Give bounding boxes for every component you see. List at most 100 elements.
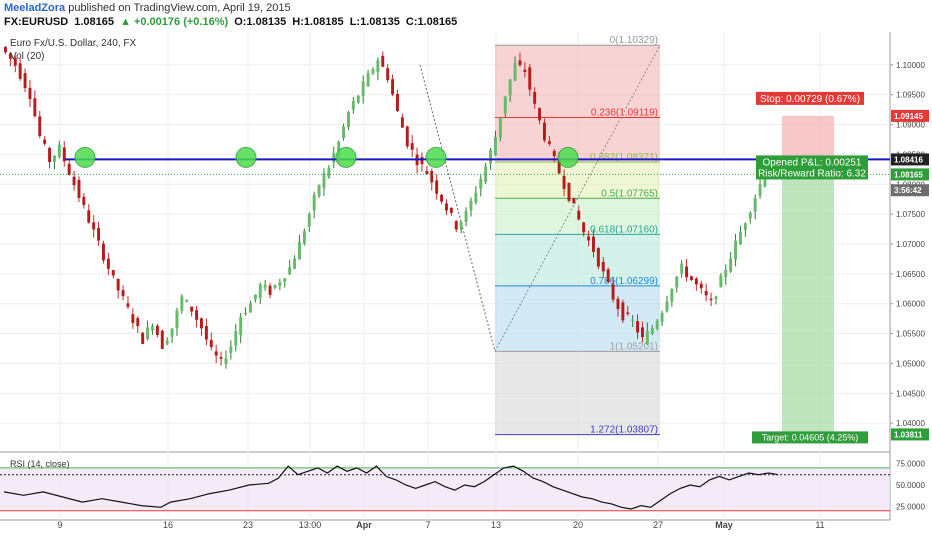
candle-body	[734, 240, 738, 260]
level-touch-marker	[335, 146, 357, 168]
candle-body	[214, 351, 218, 356]
x-tick-label: 13	[491, 520, 501, 530]
candle-body	[464, 211, 468, 222]
candle-body	[92, 222, 96, 230]
x-tick-label: 9	[57, 520, 62, 530]
y-tick-label: 1.06500	[896, 270, 925, 279]
candle-body	[420, 157, 424, 164]
published-text: published on TradingView.com, April 19, …	[68, 2, 291, 14]
candle-body	[283, 278, 287, 282]
candle-body	[596, 248, 600, 267]
candle-body	[616, 298, 620, 310]
candle-body	[469, 200, 473, 211]
x-tick-label: 27	[653, 520, 663, 530]
price-tag-label: 3:56:42	[894, 186, 922, 195]
candle-body	[528, 67, 532, 90]
candle-body	[146, 327, 150, 340]
candle-body	[106, 258, 110, 269]
chart-canvas[interactable]: 0(1.10329) 0.236(1.09119) 0.382(1.08371) 0.…	[0, 30, 932, 550]
candle-body	[97, 227, 101, 241]
candle-body	[758, 184, 762, 196]
candle-body	[533, 91, 537, 104]
candle-body	[611, 284, 615, 300]
candle-body	[229, 346, 233, 354]
candle-body	[547, 141, 551, 144]
candle-body	[87, 210, 91, 223]
candle-body	[753, 198, 757, 212]
volume-label: Vol (20)	[10, 51, 44, 62]
x-tick-label: Apr	[356, 520, 372, 530]
candle-body	[224, 358, 228, 364]
target-label: Target: 0.04605 (4.25%)	[762, 432, 859, 442]
candle-body	[704, 291, 708, 296]
ohlc-low: L:1.08135	[349, 16, 400, 28]
x-tick-label: 23	[243, 520, 253, 530]
candle-body	[190, 306, 194, 312]
candle-body	[298, 241, 301, 260]
candle-body	[714, 296, 718, 300]
candle-body	[743, 223, 747, 230]
level-touch-marker	[425, 146, 447, 168]
candle-body	[670, 289, 674, 302]
candle-body	[386, 68, 390, 81]
candle-body	[650, 328, 654, 334]
candle-body	[249, 303, 252, 313]
x-tick-label: May	[715, 520, 733, 530]
fib-level-label: 0.786(1.06299)	[590, 276, 658, 287]
price-tag-label: 1.03811	[894, 430, 923, 439]
candle-body	[317, 185, 321, 197]
candle-body	[396, 93, 399, 112]
candle-body	[655, 321, 659, 329]
author-link[interactable]: MeeladZora	[4, 2, 66, 14]
x-tick-label: 20	[573, 520, 583, 530]
candle-body	[763, 178, 767, 187]
fib-trend-line	[494, 44, 661, 352]
candle-body	[322, 173, 326, 188]
candle-body	[748, 212, 752, 219]
price-tag-label: 1.09145	[894, 112, 923, 121]
candle-body	[445, 203, 448, 211]
fib-level-label: 1(1.05201)	[610, 341, 658, 352]
candle-body	[494, 136, 497, 156]
candle-body	[121, 290, 125, 297]
candle-body	[724, 269, 728, 278]
candle-body	[160, 330, 164, 349]
candle-body	[621, 302, 625, 321]
candle-body	[43, 139, 47, 144]
candle-body	[523, 69, 527, 72]
candle-body	[263, 284, 267, 288]
candle-body	[665, 301, 669, 312]
ohlc-high: H:1.08185	[292, 16, 344, 28]
candle-body	[170, 328, 174, 337]
candle-body	[400, 117, 404, 128]
price-tag-box	[891, 428, 929, 441]
x-tick-label: 7	[425, 520, 430, 530]
fib-level-label: 1.272(1.03807)	[590, 425, 658, 436]
candle-body	[729, 258, 733, 272]
candle-body	[53, 155, 56, 162]
candle-body	[244, 312, 248, 315]
candle-body	[503, 96, 507, 114]
chart-header: MeeladZora published on TradingView.com,…	[0, 0, 932, 30]
candle-body	[601, 261, 605, 272]
candle-body	[234, 331, 238, 346]
fib-zone	[495, 234, 660, 286]
candle-body	[342, 126, 346, 139]
price-tag-box	[891, 153, 929, 166]
ohlc-open: O:1.08135	[234, 16, 287, 28]
candle-body	[82, 196, 86, 205]
candle-body	[518, 60, 522, 65]
level-touch-marker	[557, 146, 579, 168]
fib-zone	[495, 162, 660, 199]
candle-body	[739, 231, 742, 245]
candle-body	[136, 318, 140, 327]
fib-level-label: 0.618(1.07160)	[590, 224, 658, 235]
candle-body	[111, 270, 115, 276]
candle-body	[180, 296, 184, 311]
last-price: 1.08165	[74, 16, 114, 28]
position-target-zone	[782, 159, 834, 435]
candle-body	[626, 312, 630, 314]
candle-body	[709, 298, 713, 301]
y-tick-label: 1.04000	[896, 419, 925, 428]
candle-body	[391, 79, 395, 95]
